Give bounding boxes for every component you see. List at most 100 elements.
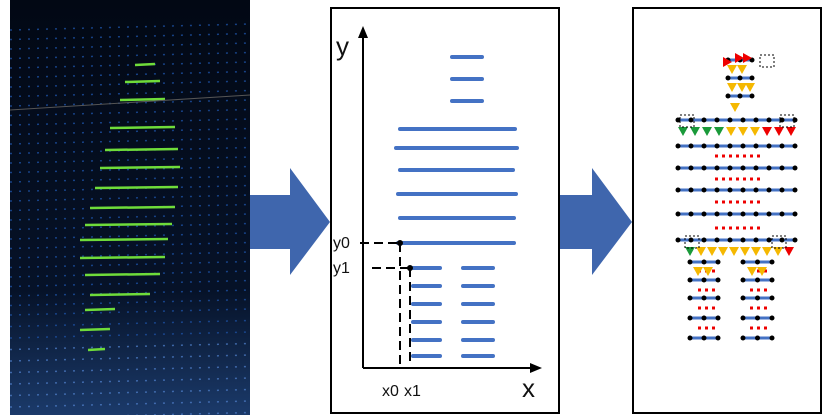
node [689,144,694,149]
node [793,238,798,243]
scan-segment [85,224,172,225]
node [767,238,772,243]
node [728,188,733,193]
y-axis-label: y [336,31,349,61]
node [741,188,746,193]
node [702,238,707,243]
node [750,76,755,81]
node [793,188,798,193]
node [770,278,775,283]
node [689,238,694,243]
scan-segment [80,239,168,240]
node [715,238,720,243]
node [780,188,785,193]
scan-segment [100,167,180,168]
node [770,316,775,321]
node [689,212,694,217]
node [728,144,733,149]
node [741,296,746,301]
node [741,238,746,243]
node [702,118,707,123]
x-axis-label: x [522,373,535,403]
node [793,212,798,217]
node [728,212,733,217]
node [741,166,746,171]
node [767,144,772,149]
node [676,212,681,217]
scan-segment [110,127,175,128]
node [755,260,760,265]
node [716,296,721,301]
node [754,144,759,149]
node [767,118,772,123]
node [741,278,746,283]
node [741,212,746,217]
node [793,144,798,149]
node [754,238,759,243]
node [793,118,798,123]
node [716,316,721,321]
node [754,212,759,217]
scan-segment [85,309,115,310]
node [702,316,707,321]
node [688,278,693,283]
scan-segment [90,294,150,295]
middle-panel [331,8,559,413]
node [755,296,760,301]
node [741,260,746,265]
node [767,188,772,193]
node [688,296,693,301]
y1-label: y1 [333,260,350,277]
node [676,144,681,149]
node [688,260,693,265]
scan-segment [88,349,105,350]
node [755,278,760,283]
node [688,316,693,321]
scan-segment [80,257,165,258]
scan-segment [125,81,160,82]
arrow [555,168,632,275]
node [702,212,707,217]
node [755,316,760,321]
node [754,188,759,193]
node [715,166,720,171]
node [767,212,772,217]
node [780,238,785,243]
node [780,212,785,217]
node [728,238,733,243]
y0-label: y0 [333,235,350,252]
node [770,260,775,265]
node [715,212,720,217]
x1-label: x1 [404,383,421,400]
node [702,296,707,301]
node [780,144,785,149]
node [689,118,694,123]
node [741,144,746,149]
arrow [250,168,330,275]
node [793,166,798,171]
node [754,118,759,123]
x0-label: x0 [382,383,399,400]
node [689,188,694,193]
node [702,144,707,149]
node [716,260,721,265]
scan-segment [120,99,165,100]
node [728,166,733,171]
node [780,166,785,171]
scan-segment [80,329,110,330]
scan-segment [85,274,160,275]
node [770,296,775,301]
node [676,166,681,171]
node [702,336,707,341]
right-panel [633,8,821,413]
node [715,188,720,193]
node [755,336,760,341]
node [715,144,720,149]
node [702,166,707,171]
node [770,336,775,341]
node [750,94,755,99]
diagram: y x y0 y1 x0 x1 [0,0,825,415]
scan-segment [90,207,175,208]
node [754,166,759,171]
node [726,94,731,99]
